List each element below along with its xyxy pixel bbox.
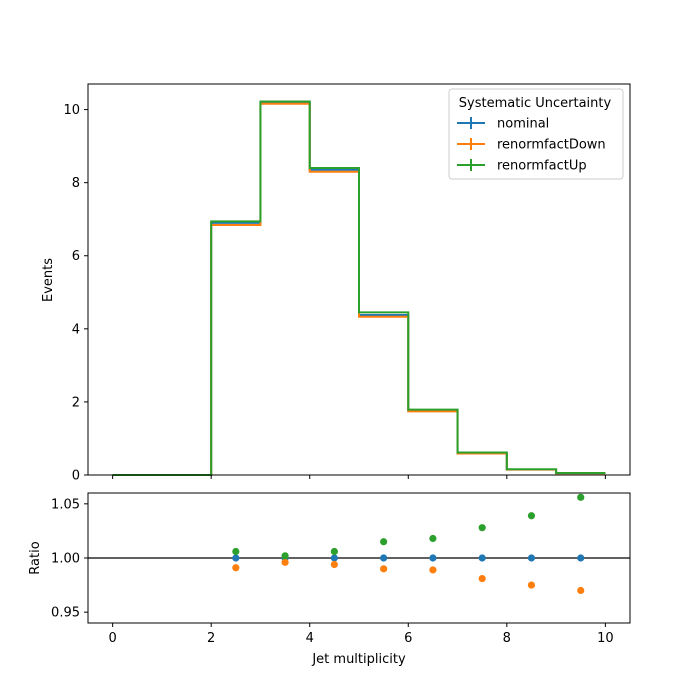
legend: Systematic Uncertainty nominal renormfact… [448,88,624,180]
ratio-x-ticks: 0 2 4 6 8 10 [108,623,614,646]
ratio-y-tick-label: 0.95 [51,606,80,621]
ratio-x-tick-label: 0 [108,631,116,646]
ratio-point-nominal [577,554,585,562]
ratio-point-renormfactUp [478,524,486,532]
legend-label: renormfactDown [497,138,606,153]
ratio-y-tick-label: 1.05 [51,497,80,512]
ratio-x-tick-label: 4 [306,631,314,646]
ratio-point-nominal [330,554,338,562]
ratio-x-tick-label: 2 [207,631,215,646]
main-y-tick-label: 0 [72,469,80,484]
ratio-x-axis-label: Jet multiplicity [311,652,406,667]
ratio-point-nominal [527,554,536,562]
ratio-point-nominal [478,554,486,562]
ratio-point-renormfactDown [330,560,338,569]
main-y-tick-label: 2 [72,395,80,410]
ratio-point-nominal [232,554,240,562]
ratio-point-renormfactUp [281,552,289,560]
main-y-tick-label: 6 [72,249,80,264]
ratio-point-nominal [380,554,388,562]
ratio-point-renormfactUp [527,512,536,520]
legend-label: nominal [497,117,549,132]
step-line-renormfactUp [112,100,606,476]
ratio-point-renormfactDown [527,581,536,589]
main-y-tick-label: 8 [72,176,80,191]
legend-items: nominal renormfactDown renormfactUp [457,117,606,174]
main-y-axis-label: Events [41,258,56,302]
legend-label: renormfactUp [497,159,587,174]
ratio-point-renormfactUp [429,534,437,543]
ratio-point-renormfactUp [330,547,338,556]
main-y-ticks: 0 2 4 6 8 10 [63,103,88,484]
main-series-group [112,100,606,476]
ratio-point-renormfactDown [281,558,289,566]
ratio-point-renormfactDown [380,565,388,573]
ratio-point-renormfactDown [232,564,240,572]
ratio-x-tick-label: 6 [404,631,412,646]
ratio-x-tick-label: 8 [503,631,511,646]
main-x-ticks [112,475,606,479]
ratio-point-renormfactDown [478,574,486,583]
legend-box [448,88,624,180]
ratio-point-nominal [429,554,437,562]
ratio-y-ticks: 0.95 1.00 1.05 [51,497,88,621]
ratio-point-renormfactUp [380,538,388,546]
ratio-x-tick-label: 10 [597,631,614,646]
main-y-tick-label: 4 [72,322,80,337]
ratio-y-tick-label: 1.00 [51,552,80,567]
main-axes-frame [87,83,631,476]
ratio-point-renormfactUp [232,547,240,556]
ratio-point-renormfactUp [577,493,585,501]
ratio-y-axis-label: Ratio [28,541,43,574]
main-y-tick-label: 10 [63,103,80,118]
main-panel: 0 2 4 6 8 10 Events Systematic Uncertainty no… [41,83,631,484]
ratio-series-group [88,493,630,595]
legend-title: Systematic Uncertainty [459,96,612,111]
ratio-point-renormfactDown [577,586,585,595]
ratio-point-renormfactDown [429,566,437,574]
ratio-panel: 0 2 4 6 8 10 0.95 1.00 1.05 Ratio Jet multiplic… [28,492,631,667]
